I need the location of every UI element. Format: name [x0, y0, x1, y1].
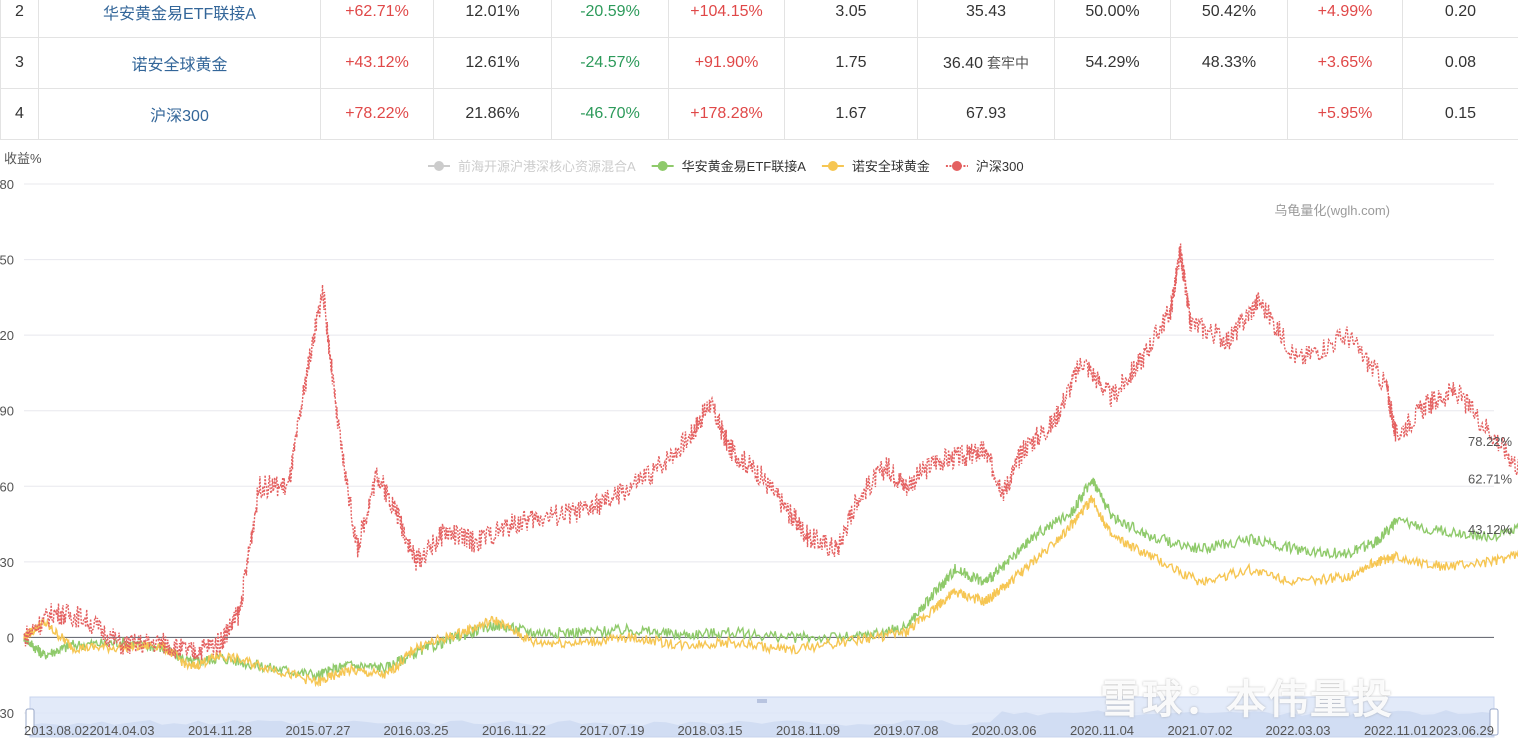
- cell-c9: +3.65%: [1287, 37, 1403, 89]
- legend-item-2[interactable]: 诺安全球黄金: [821, 159, 930, 174]
- legend-marker: [434, 161, 444, 171]
- table-row: 4 沪深300 +78.22% 21.86% -46.70% +178.28% 1.67 67…: [0, 88, 1518, 140]
- legend-label: 诺安全球黄金: [852, 159, 930, 174]
- cell-c1: +78.22%: [320, 88, 434, 140]
- cell-c2: 12.01%: [433, 0, 552, 38]
- x-tick-label: 2013.08.02: [24, 723, 89, 738]
- cell-c2: 12.61%: [433, 37, 552, 89]
- y-tick-label: 90: [0, 404, 14, 419]
- cell-c7: 50.00%: [1054, 0, 1171, 38]
- x-tick-label: 2014.11.28: [188, 723, 252, 738]
- cell-c10: 0.08: [1402, 37, 1518, 89]
- legend-item-1[interactable]: 华安黄金易ETF联接A: [651, 159, 807, 174]
- y-tick-label: -30: [0, 706, 14, 721]
- y-tick-label: 150: [0, 253, 14, 268]
- fund-name-link[interactable]: 诺安全球黄金: [38, 37, 321, 89]
- cell-c3: -46.70%: [551, 88, 669, 140]
- legend-item-3[interactable]: 沪深300: [945, 159, 1024, 174]
- cell-c4: +178.28%: [668, 88, 785, 140]
- series-end-label: 62.71%: [1468, 472, 1513, 487]
- x-tick-label: 2015.07.27: [285, 723, 350, 738]
- y-tick-label: 60: [0, 479, 14, 494]
- legend-label: 前海开源沪港深核心资源混合A: [458, 159, 636, 174]
- legend-marker: [951, 161, 962, 171]
- return-line-chart: -30 0 30 60 90 120 150 180 收益% 前海开源沪港深核心资源混合A 华安…: [0, 151, 1518, 738]
- cell-c8: 50.42%: [1170, 0, 1288, 38]
- x-tick-label: 2022.11.01: [1364, 723, 1428, 738]
- cell-c3: -20.59%: [551, 0, 669, 38]
- x-tick-label: 2022.03.03: [1265, 723, 1330, 738]
- cell-c4: +91.90%: [668, 37, 785, 89]
- cell-c5: 1.67: [784, 88, 918, 140]
- cell-c6: 35.43: [917, 0, 1055, 38]
- series-line-2: [23, 494, 1518, 688]
- cell-c1: +43.12%: [320, 37, 434, 89]
- x-tick-label: 2020.11.04: [1070, 723, 1134, 738]
- cell-c6: 67.93: [917, 88, 1055, 140]
- x-tick-label: 2020.03.06: [971, 723, 1036, 738]
- x-axis-ticks: 2013.08.02 2014.04.03 2014.11.28 2015.07.27…: [24, 723, 1494, 738]
- datazoom-slider[interactable]: [25, 696, 1499, 738]
- slider-handle-right[interactable]: [1489, 708, 1499, 736]
- cell-c8: 48.33%: [1170, 37, 1288, 89]
- legend-label: 华安黄金易ETF联接A: [682, 159, 807, 174]
- end-labels: 62.71% 43.12% 78.22%: [1468, 434, 1513, 537]
- y-axis-label: 收益%: [4, 151, 42, 166]
- series-layer: [23, 243, 1518, 688]
- cell-c5: 3.05: [784, 0, 918, 38]
- series-end-label: 43.12%: [1468, 522, 1513, 537]
- table-row: 3 诺安全球黄金 +43.12% 12.61% -24.57% +91.90% 1.75 36…: [0, 37, 1518, 89]
- y-tick-label: 0: [7, 630, 14, 645]
- grid: [24, 183, 1494, 714]
- x-tick-label: 2023.06.29: [1429, 723, 1494, 738]
- x-tick-label: 2021.07.02: [1167, 723, 1232, 738]
- y-axis-ticks: -30 0 30 60 90 120 150 180: [0, 177, 14, 721]
- cell-c1: +62.71%: [320, 0, 434, 38]
- x-tick-label: 2018.03.15: [677, 723, 742, 738]
- row-index: 2: [0, 0, 39, 38]
- x-tick-label: 2019.07.08: [873, 723, 938, 738]
- legend-marker: [827, 161, 838, 171]
- cell-c8: [1170, 88, 1288, 140]
- cell-c2: 21.86%: [433, 88, 552, 140]
- x-tick-label: 2016.11.22: [482, 723, 546, 738]
- series-line-1: [23, 477, 1518, 681]
- legend-label: 沪深300: [976, 159, 1024, 174]
- cell-c4: +104.15%: [668, 0, 785, 38]
- cell-c10: 0.15: [1402, 88, 1518, 140]
- performance-table: 2 华安黄金易ETF联接A +62.71% 12.01% -20.59% +104.15%…: [0, 0, 1518, 140]
- y-tick-label: 180: [0, 177, 14, 192]
- slider-preview-area: [30, 710, 1494, 737]
- xueqiu-watermark: 雪球：本伟量投: [1100, 677, 1394, 723]
- cell-c7: 54.29%: [1054, 37, 1171, 89]
- x-tick-label: 2018.11.09: [776, 723, 840, 738]
- legend-item-0[interactable]: 前海开源沪港深核心资源混合A: [428, 159, 636, 174]
- legend: 前海开源沪港深核心资源混合A 华安黄金易ETF联接A 诺安全球黄金 沪深300: [428, 159, 1024, 174]
- cell-c5: 1.75: [784, 37, 918, 89]
- x-tick-label: 2016.03.25: [383, 723, 448, 738]
- chart-watermark: 乌龟量化(wglh.com): [1274, 203, 1390, 218]
- fund-name-link[interactable]: 沪深300: [38, 88, 321, 140]
- x-tick-label: 2014.04.03: [89, 723, 154, 738]
- slider-handle-left[interactable]: [25, 708, 35, 736]
- cell-c9: +4.99%: [1287, 0, 1403, 38]
- y-tick-label: 30: [0, 555, 14, 570]
- legend-marker: [657, 161, 668, 171]
- cell-c6: 36.40 套牢中: [917, 37, 1055, 89]
- series-line-3: [23, 243, 1518, 660]
- cell-c10: 0.20: [1402, 0, 1518, 38]
- row-index: 4: [0, 88, 39, 140]
- y-tick-label: 120: [0, 328, 14, 343]
- cell-c9: +5.95%: [1287, 88, 1403, 140]
- cell-c7: [1054, 88, 1171, 140]
- table-row: 2 华安黄金易ETF联接A +62.71% 12.01% -20.59% +104.15%…: [0, 0, 1518, 38]
- row-index: 3: [0, 37, 39, 89]
- cell-c3: -24.57%: [551, 37, 669, 89]
- slider-move-handle[interactable]: [757, 699, 767, 703]
- fund-name-link[interactable]: 华安黄金易ETF联接A: [38, 0, 321, 38]
- series-end-label: 78.22%: [1468, 434, 1513, 449]
- x-tick-label: 2017.07.19: [579, 723, 644, 738]
- status-note: 套牢中: [987, 55, 1030, 71]
